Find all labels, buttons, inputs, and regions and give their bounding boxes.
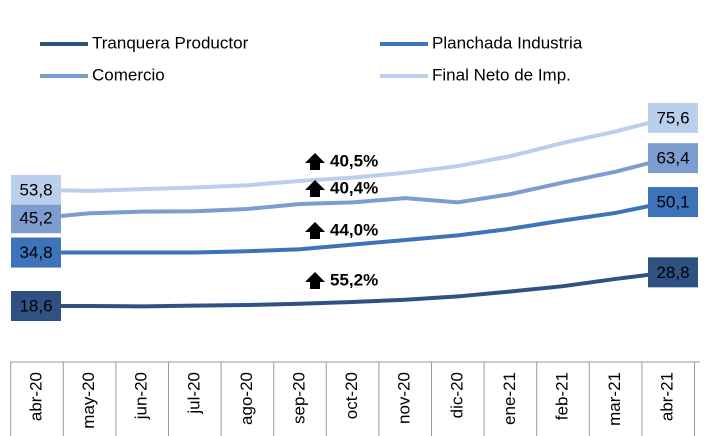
value-label-box	[648, 143, 698, 174]
x-tick-label: ene-21	[500, 372, 519, 425]
x-tick-label: sep-20	[289, 372, 308, 424]
series-line	[37, 270, 669, 309]
legend-label: Planchada Industria	[432, 33, 583, 52]
x-tick-label: mar-21	[605, 372, 624, 426]
value-label-box	[648, 187, 698, 218]
legend-label: Comercio	[92, 65, 165, 84]
x-tick-label: abr-20	[26, 372, 45, 421]
value-label: 63,4	[656, 149, 689, 168]
annotation: 40,4%	[330, 178, 378, 197]
value-label: 53,8	[19, 180, 52, 199]
up-arrow	[305, 153, 325, 170]
value-label-box	[648, 102, 698, 133]
x-tick-label: ago-20	[237, 372, 256, 425]
up-arrow	[305, 272, 325, 289]
x-tick-label: jul-20	[184, 372, 203, 415]
series-line	[37, 200, 669, 255]
annotation: 44,0%	[330, 220, 378, 239]
x-tick-label: dic-20	[447, 372, 466, 418]
x-tick-label: oct-20	[342, 372, 361, 419]
x-tick-label: may-20	[79, 372, 98, 429]
x-tick-label: abr-21	[658, 372, 677, 421]
annotation: 55,2%	[330, 270, 378, 289]
value-label-box	[11, 174, 61, 205]
up-arrow	[305, 180, 325, 197]
value-label: 45,2	[19, 209, 52, 228]
annotation: 40,5%	[330, 151, 378, 170]
value-label-box	[648, 257, 698, 288]
series-line	[36, 115, 669, 193]
x-tick-label: nov-20	[395, 372, 414, 424]
legend-label: Tranquera Productor	[92, 33, 249, 52]
legend-label: Final Neto de Imp.	[432, 65, 571, 84]
x-tick-label: jun-20	[132, 372, 151, 420]
value-label: 75,6	[656, 108, 689, 127]
value-label: 18,6	[19, 296, 52, 315]
value-label-box	[11, 237, 61, 268]
value-label: 28,8	[656, 263, 689, 282]
series-line	[36, 156, 669, 221]
value-label-box	[11, 203, 61, 234]
value-label: 34,8	[19, 243, 52, 262]
x-tick-label: feb-21	[552, 372, 571, 420]
up-arrow	[305, 222, 325, 239]
value-label-box	[11, 291, 61, 321]
value-label: 50,1	[656, 193, 689, 212]
